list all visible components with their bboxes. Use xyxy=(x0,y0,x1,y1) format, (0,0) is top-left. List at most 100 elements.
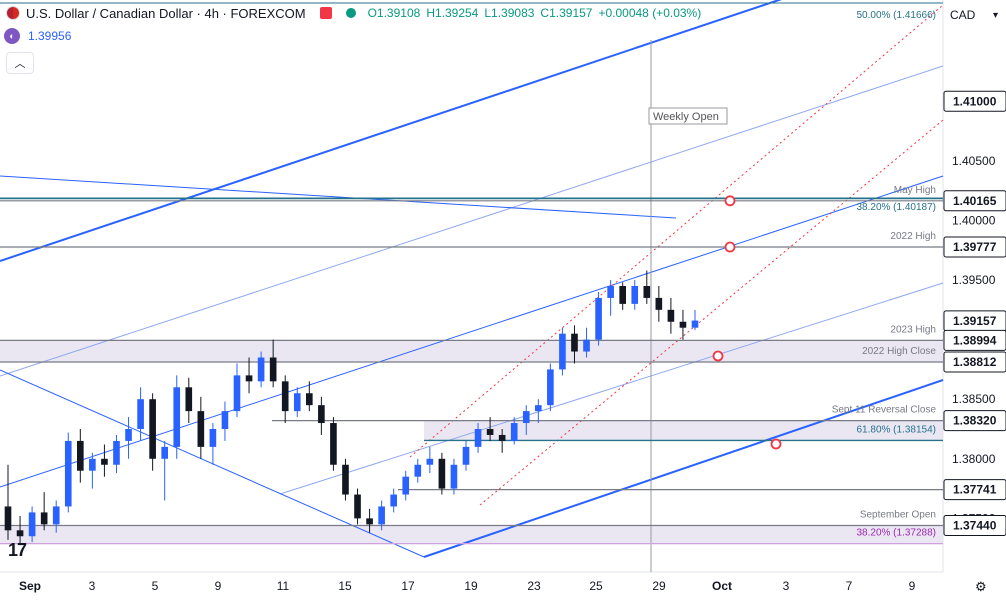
candle-body-48 xyxy=(583,339,590,352)
candle-body-54 xyxy=(655,297,663,310)
weekly-open-label: Weekly Open xyxy=(653,111,719,123)
median-channel-line xyxy=(0,175,944,488)
indicator-value: 1.39956 xyxy=(28,29,72,43)
time-tick-1: 3 xyxy=(89,579,96,593)
time-tick-5: 15 xyxy=(338,579,352,593)
level-marker-0 xyxy=(724,195,736,207)
currency-selector[interactable]: CAD ▾ xyxy=(942,6,998,24)
currency-label: CAD xyxy=(950,8,976,22)
candle-body-8 xyxy=(101,458,108,465)
market-status-icon[interactable] xyxy=(319,7,332,19)
indicator-icon[interactable]: ◐ xyxy=(4,28,20,44)
candle-body-2 xyxy=(28,512,36,537)
level-label-1: 38.20% (1.40187) xyxy=(856,202,936,213)
candle-body-22 xyxy=(269,357,277,382)
candle-body-46 xyxy=(559,333,566,370)
axis-tag-box-7 xyxy=(943,479,1006,501)
candle-body-31 xyxy=(378,506,385,525)
axis-tag-1: 1.40165 xyxy=(953,194,997,208)
symbol-title[interactable]: U.S. Dollar / Canadian Dollar · 4h · FOR… xyxy=(26,5,306,21)
candle-body-5 xyxy=(64,440,72,507)
settings-gear-icon: ⚙ xyxy=(975,579,987,594)
level-label-2: May High xyxy=(894,185,936,196)
candle-body-21 xyxy=(257,357,265,382)
time-tick-7: 19 xyxy=(464,579,478,593)
level-marker-2 xyxy=(712,350,724,362)
candle-body-23 xyxy=(281,381,289,412)
axis-tag-box-6 xyxy=(943,410,1006,432)
time-tick-4: 11 xyxy=(277,579,290,593)
candle-body-56 xyxy=(679,321,687,328)
lower-trendline xyxy=(423,379,944,558)
ohlc-change: +0.00048 (+0.03%) xyxy=(598,6,702,20)
time-tick-0: Sep xyxy=(19,579,41,593)
market-open-dot-icon xyxy=(345,8,356,18)
time-tick-13: 7 xyxy=(846,579,853,593)
candle-body-10 xyxy=(125,429,132,441)
zone-sept11-reversal xyxy=(424,420,943,441)
candle-body-11 xyxy=(137,399,144,429)
candle-body-57 xyxy=(691,320,699,328)
axis-tag-box-1 xyxy=(943,190,1006,212)
candle-body-30 xyxy=(366,518,373,525)
indicator-row[interactable]: ◐ 1.39956 xyxy=(4,28,71,44)
time-tick-10: 29 xyxy=(652,579,666,593)
candle-body-15 xyxy=(185,387,193,412)
candle-body-9 xyxy=(113,440,120,465)
ohlc-high: H1.39254 xyxy=(426,6,479,20)
level-label-5: 2022 High Close xyxy=(862,346,936,357)
candle-body-55 xyxy=(667,309,675,322)
candle-body-53 xyxy=(643,286,651,298)
axis-tag-box-2 xyxy=(943,236,1006,258)
axis-tag-7: 1.37741 xyxy=(953,483,997,497)
candle-body-32 xyxy=(390,494,397,507)
ohlc-close: C1.39157 xyxy=(540,6,593,20)
zone-september-open xyxy=(0,525,943,544)
level-marker-3 xyxy=(770,438,782,450)
chart-header: U.S. Dollar / Canadian Dollar · 4h · FOR… xyxy=(0,0,701,26)
candle-body-36 xyxy=(438,458,446,489)
candle-body-47 xyxy=(571,333,578,352)
candle-body-17 xyxy=(209,429,217,447)
candle-body-1 xyxy=(16,530,24,537)
candle-body-51 xyxy=(619,286,626,304)
level-label-7: 61.80% (1.38154) xyxy=(856,424,936,435)
candle-body-27 xyxy=(330,423,337,465)
candle-body-14 xyxy=(173,387,181,447)
candle-body-40 xyxy=(486,429,494,435)
price-tick-1: 1.38000 xyxy=(952,452,996,466)
candle-body-28 xyxy=(342,464,349,495)
lower-parallel-line xyxy=(279,282,944,495)
ohlc-low: L1.39083 xyxy=(484,6,535,20)
candle-body-41 xyxy=(498,434,506,441)
candle-body-24 xyxy=(293,393,301,412)
level-label-0: 50.00% (1.41666) xyxy=(856,10,936,21)
candle-body-3 xyxy=(40,512,48,525)
axis-tag-8: 1.37440 xyxy=(953,519,997,533)
level-label-3: 2022 High xyxy=(890,231,936,242)
weekly-open-box xyxy=(648,107,728,125)
candle-body-45 xyxy=(547,369,554,406)
tradingview-logo[interactable]: 17 xyxy=(8,540,27,560)
price-tick-2: 1.38500 xyxy=(952,392,996,406)
descending-line xyxy=(0,175,677,219)
candle-body-13 xyxy=(161,446,168,459)
collapse-legend-button[interactable]: ︿ xyxy=(6,52,34,74)
candle-body-6 xyxy=(77,440,84,471)
candle-body-29 xyxy=(354,494,361,519)
axis-tag-box-8 xyxy=(943,515,1006,537)
candle-body-43 xyxy=(522,411,530,424)
axis-tag-box-5 xyxy=(943,351,1006,373)
axis-tag-4: 1.38994 xyxy=(953,333,997,347)
upper-trendline xyxy=(0,0,783,262)
candle-body-12 xyxy=(149,399,156,459)
time-tick-6: 17 xyxy=(401,579,415,593)
time-tick-12: 3 xyxy=(783,579,790,593)
candle-body-19 xyxy=(233,375,241,412)
time-tick-9: 25 xyxy=(589,579,603,593)
candle-body-25 xyxy=(306,393,313,406)
candle-body-42 xyxy=(510,423,518,441)
time-tick-14: 9 xyxy=(909,579,916,593)
